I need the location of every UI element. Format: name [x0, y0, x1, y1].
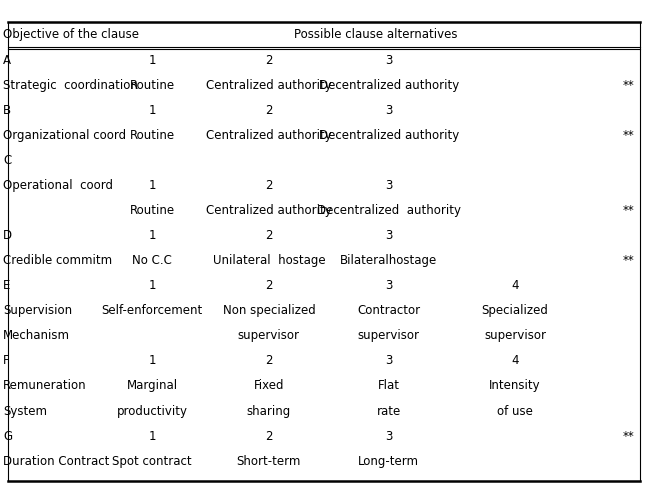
Text: B: B [3, 104, 12, 117]
Text: supervisor: supervisor [484, 329, 546, 342]
Text: Spot contract: Spot contract [113, 455, 192, 468]
Text: Organizational coord: Organizational coord [3, 129, 126, 142]
Text: sharing: sharing [247, 405, 291, 418]
Text: Supervision: Supervision [3, 304, 73, 317]
Text: 2: 2 [265, 54, 273, 67]
Text: E: E [3, 279, 10, 292]
Text: 2: 2 [265, 429, 273, 443]
Text: 3: 3 [385, 354, 393, 367]
Text: 4: 4 [511, 354, 519, 367]
Text: **: ** [623, 429, 634, 443]
Text: 3: 3 [385, 104, 393, 117]
Text: Routine: Routine [130, 129, 175, 142]
Text: of use: of use [497, 405, 533, 418]
Text: Flat: Flat [378, 380, 400, 392]
Text: Operational  coord: Operational coord [3, 179, 113, 192]
Text: Short-term: Short-term [237, 455, 301, 468]
Text: 3: 3 [385, 429, 393, 443]
Text: Routine: Routine [130, 79, 175, 92]
Text: 1: 1 [148, 429, 156, 443]
Text: 1: 1 [148, 179, 156, 192]
Text: G: G [3, 429, 12, 443]
Text: productivity: productivity [117, 405, 188, 418]
Text: Non specialized: Non specialized [222, 304, 316, 317]
Text: rate: rate [376, 405, 401, 418]
Text: 1: 1 [148, 279, 156, 292]
Text: Long-term: Long-term [358, 455, 419, 468]
Text: F: F [3, 354, 10, 367]
Text: Duration Contract: Duration Contract [3, 455, 110, 468]
Text: Decentralized authority: Decentralized authority [319, 79, 459, 92]
Text: Possible clause alternatives: Possible clause alternatives [294, 28, 457, 41]
Text: D: D [3, 229, 12, 242]
Text: 3: 3 [385, 279, 393, 292]
Text: 2: 2 [265, 279, 273, 292]
Text: Centralized authority: Centralized authority [206, 204, 332, 217]
Text: 3: 3 [385, 54, 393, 67]
Text: Intensity: Intensity [489, 380, 541, 392]
Text: 1: 1 [148, 229, 156, 242]
Text: 1: 1 [148, 54, 156, 67]
Text: **: ** [623, 79, 634, 92]
Text: Decentralized  authority: Decentralized authority [317, 204, 461, 217]
Text: 3: 3 [385, 229, 393, 242]
Text: Decentralized authority: Decentralized authority [319, 129, 459, 142]
Text: Fixed: Fixed [253, 380, 284, 392]
Text: 3: 3 [385, 179, 393, 192]
Text: Contractor: Contractor [357, 304, 421, 317]
Text: Routine: Routine [130, 204, 175, 217]
Text: Bilateralhostage: Bilateralhostage [340, 254, 437, 267]
Text: 2: 2 [265, 354, 273, 367]
Text: C: C [3, 154, 12, 167]
Text: **: ** [623, 204, 634, 217]
Text: supervisor: supervisor [358, 329, 420, 342]
Text: Self-enforcement: Self-enforcement [102, 304, 203, 317]
Text: 1: 1 [148, 104, 156, 117]
Text: Unilateral  hostage: Unilateral hostage [213, 254, 325, 267]
Text: Marginal: Marginal [127, 380, 178, 392]
Text: Specialized: Specialized [481, 304, 549, 317]
Text: **: ** [623, 254, 634, 267]
Text: Strategic  coordination: Strategic coordination [3, 79, 138, 92]
Text: Mechanism: Mechanism [3, 329, 70, 342]
Text: Remuneration: Remuneration [3, 380, 87, 392]
Text: 2: 2 [265, 229, 273, 242]
Text: 2: 2 [265, 104, 273, 117]
Text: Centralized authority: Centralized authority [206, 129, 332, 142]
Text: A: A [3, 54, 11, 67]
Text: No C.C: No C.C [132, 254, 172, 267]
Text: Objective of the clause: Objective of the clause [3, 28, 139, 41]
Text: 2: 2 [265, 179, 273, 192]
Text: 1: 1 [148, 354, 156, 367]
Text: **: ** [623, 129, 634, 142]
Text: 4: 4 [511, 279, 519, 292]
Text: System: System [3, 405, 47, 418]
Text: Centralized authority: Centralized authority [206, 79, 332, 92]
Text: Credible commitm: Credible commitm [3, 254, 112, 267]
Text: supervisor: supervisor [238, 329, 300, 342]
